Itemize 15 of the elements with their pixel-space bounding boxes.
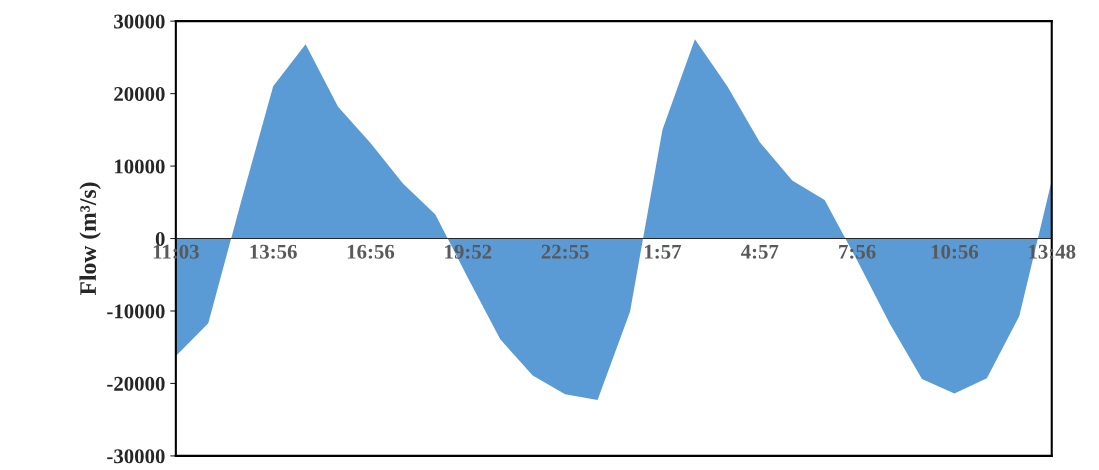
x-tick-label: 4:57 [740, 244, 779, 259]
x-tick-label: 13:56 [250, 244, 297, 259]
y-tick-label: 30000 [114, 14, 165, 29]
y-tick-label: 0 [155, 231, 165, 246]
y-axis-title: Flow (m³/s) [79, 182, 101, 296]
y-tick-label: -20000 [107, 376, 165, 391]
y-tick-label: 10000 [115, 159, 165, 174]
y-tick-label: -30000 [107, 449, 165, 464]
y-tick-label: -10000 [107, 304, 165, 319]
y-tick-label: 20000 [114, 86, 165, 102]
x-tick-label: 11:03 [153, 244, 199, 259]
x-tick-label: 16:56 [347, 244, 395, 259]
x-tick-label: 1:57 [645, 244, 682, 259]
x-tick-label: 22:55 [541, 244, 589, 259]
x-tick-label: 10:56 [931, 244, 979, 259]
